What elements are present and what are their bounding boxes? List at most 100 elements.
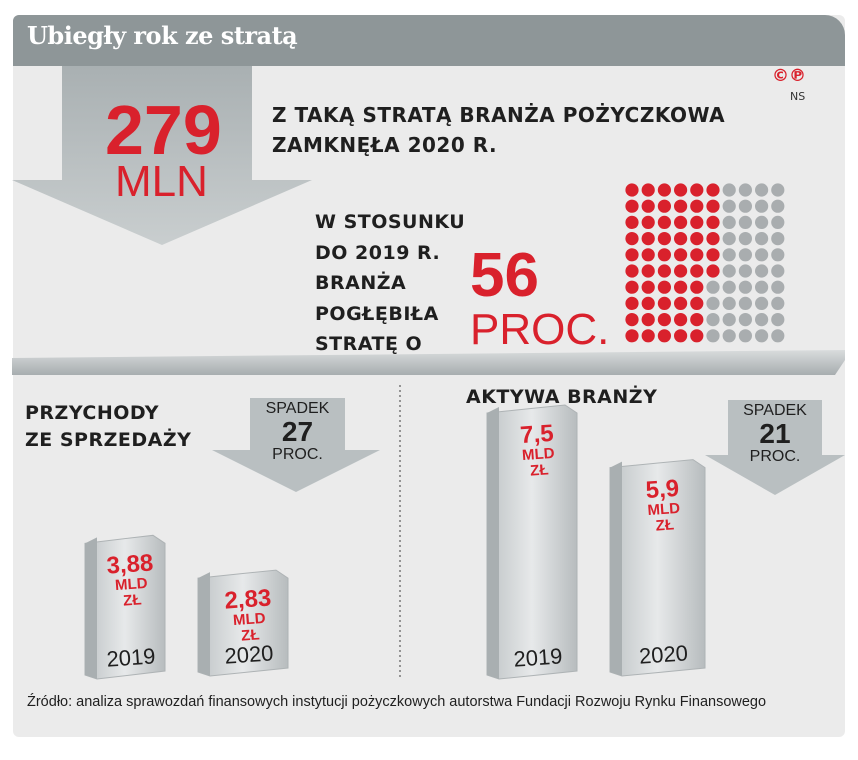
dot-highlighted [706, 248, 720, 262]
dot-remaining [738, 248, 753, 262]
headline-unit: MLN [115, 157, 208, 206]
dot-highlighted [674, 183, 688, 197]
dot-remaining [755, 248, 769, 262]
dot-highlighted [657, 232, 672, 246]
dot-highlighted [690, 248, 704, 262]
dot-remaining [755, 313, 769, 327]
comparison-text: W STOSUNKU DO 2019 R. BRANŻA POGŁĘBIŁA S… [315, 207, 465, 360]
dot-highlighted [625, 232, 639, 246]
dot-remaining [722, 215, 736, 229]
dot-remaining [755, 232, 769, 246]
dot-remaining [722, 313, 736, 327]
bar-side-2019 [85, 537, 97, 679]
dot-highlighted [625, 313, 639, 327]
dot-remaining [755, 296, 769, 310]
comparison-line: W STOSUNKU [315, 211, 466, 233]
dot-remaining [755, 183, 769, 197]
dot-remaining [722, 329, 736, 343]
dot-highlighted [690, 232, 704, 246]
dot-remaining [738, 264, 753, 278]
dot-highlighted [706, 264, 720, 278]
dot-remaining [771, 199, 785, 213]
comparison-line: DO 2019 R. [315, 241, 441, 264]
dot-remaining [755, 329, 769, 343]
dot-highlighted [625, 199, 639, 213]
dot-highlighted [657, 329, 672, 343]
comparison-line: BRANŻA [315, 272, 407, 294]
dot-remaining [722, 296, 736, 310]
dot-highlighted [674, 215, 688, 229]
dot-highlighted [625, 280, 639, 294]
dot-highlighted [641, 248, 655, 262]
dot-remaining [771, 280, 785, 294]
dot-highlighted [625, 248, 639, 262]
bar-side-2020 [198, 572, 210, 676]
author-initials: NS [790, 90, 806, 103]
dot-highlighted [674, 313, 688, 327]
dot-remaining [722, 280, 736, 294]
dot-remaining [706, 296, 720, 310]
dot-highlighted [625, 183, 639, 197]
dot-highlighted [690, 215, 704, 229]
dot-remaining [706, 313, 720, 327]
dot-remaining [738, 199, 753, 213]
dot-highlighted [625, 329, 639, 343]
dot-highlighted [674, 280, 688, 294]
copyright-mark: ©℗ [772, 66, 806, 86]
assets-change: SPADEK 21 PROC. [728, 402, 822, 466]
comparison-line: POGŁĘBIŁA [315, 302, 439, 325]
dot-highlighted [657, 280, 672, 294]
sales-change-unit: PROC. [272, 446, 323, 463]
dot-remaining [706, 280, 720, 294]
dot-remaining [771, 232, 785, 246]
sales-title: PRZYCHODY ZE SPRZEDAŻY [25, 400, 191, 454]
dot-highlighted [641, 199, 655, 213]
dot-highlighted [690, 183, 704, 197]
comparison-value: 56 [470, 241, 539, 310]
bar-side-2019 [487, 407, 499, 679]
dot-remaining [771, 264, 785, 278]
dot-highlighted [690, 280, 704, 294]
dot-highlighted [625, 264, 639, 278]
comparison-line: STRATĘ O [315, 333, 423, 355]
dot-highlighted [641, 280, 655, 294]
dot-remaining [722, 248, 736, 262]
dot-highlighted [625, 296, 639, 310]
source-note: Źródło: analiza sprawozdań finansowych i… [27, 694, 767, 710]
bar-year-label: 2019 [105, 643, 157, 672]
dot-highlighted [657, 296, 672, 310]
dot-highlighted [706, 183, 720, 197]
dot-remaining [738, 183, 753, 197]
sales-change: SPADEK 27 PROC. [250, 400, 345, 464]
dot-remaining [722, 199, 736, 213]
dot-highlighted [657, 183, 672, 197]
dot-highlighted [674, 248, 688, 262]
dot-highlighted [706, 199, 720, 213]
dot-highlighted [706, 215, 720, 229]
dot-remaining [738, 313, 753, 327]
title-bar [13, 15, 845, 66]
dot-highlighted [657, 248, 672, 262]
dot-highlighted [625, 215, 639, 229]
dot-remaining [738, 232, 753, 246]
bar-value-label: 7,5 MLD ZŁ [497, 420, 579, 480]
dot-highlighted [657, 215, 672, 229]
dot-highlighted [641, 183, 655, 197]
headline-text-line2: ZAMKNĘŁA 2020 R. [272, 133, 498, 157]
dot-remaining [706, 329, 720, 343]
dot-highlighted [690, 329, 704, 343]
dot-highlighted [641, 232, 655, 246]
dot-highlighted [674, 329, 688, 343]
dot-remaining [771, 296, 785, 310]
dot-highlighted [706, 232, 720, 246]
dot-remaining [771, 248, 785, 262]
dot-highlighted [674, 232, 688, 246]
bar-year-label: 2019 [512, 643, 564, 672]
dot-highlighted [657, 313, 672, 327]
dot-highlighted [641, 313, 655, 327]
sales-title-line1: PRZYCHODY [25, 402, 160, 424]
dot-remaining [738, 329, 753, 343]
assets-change-value: 21 [759, 418, 791, 449]
sales-title-line2: ZE SPRZEDAŻY [25, 429, 192, 451]
